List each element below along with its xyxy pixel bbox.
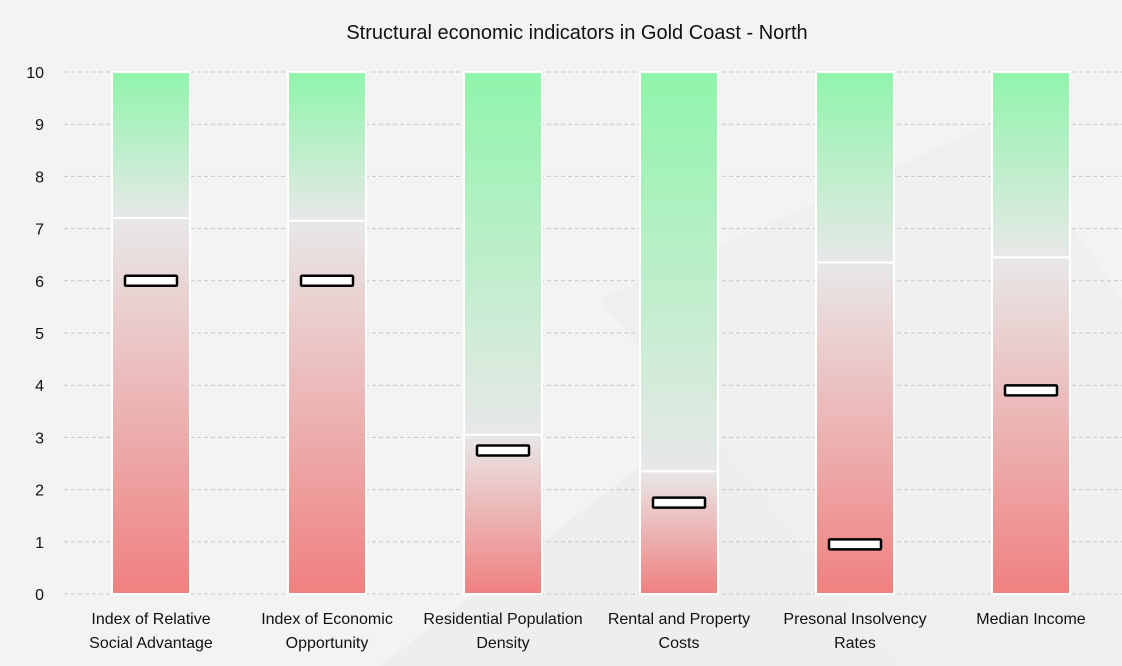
x-tick-label: Rental and Property [608,611,750,628]
bar [111,71,191,595]
x-tick-label: Opportunity [286,635,369,652]
x-tick-label: Median Income [976,611,1085,628]
bar-outline [463,71,543,595]
bar-upper-segment [992,72,1070,258]
x-tick-label: Index of Relative [91,611,210,628]
bar [815,71,895,595]
value-marker [123,274,179,288]
bar-lower-segment [640,471,718,594]
x-tick-label: Density [476,635,529,652]
bar-lower-segment [112,218,190,594]
bar [463,71,543,595]
bar [639,71,719,595]
y-tick-label: 5 [35,326,44,343]
bar-outline [639,71,719,595]
x-tick-label: Index of Economic [261,611,393,628]
x-tick-label: Social Advantage [89,635,213,652]
value-marker [1003,384,1059,397]
y-tick-label: 7 [35,222,44,239]
y-tick-label: 0 [35,587,44,604]
bar-outline [287,71,367,595]
y-tick-label: 10 [26,65,44,82]
bar [287,71,367,595]
y-tick-label: 4 [35,378,44,395]
y-tick-label: 1 [35,535,44,552]
x-tick-label: Residential Population [423,611,582,628]
x-tick-label: Costs [659,635,700,652]
y-tick-label: 9 [35,117,44,134]
bar-lower-segment [992,257,1070,594]
bar-upper-segment [816,72,894,263]
bar [991,71,1071,595]
bar-upper-segment [288,72,366,221]
value-marker [651,496,707,509]
y-axis-ticks: 0 1 2 3 4 5 6 7 8 9 10 [26,65,44,604]
bar-outline [815,71,895,595]
y-tick-label: 6 [35,274,44,291]
x-tick-label: Rates [834,635,876,652]
value-marker [827,538,883,551]
value-marker [475,444,531,457]
bar-outline [991,71,1071,595]
grid-lines [64,71,1122,595]
bar-upper-segment [640,72,718,472]
y-tick-label: 2 [35,483,44,500]
chart-title: Structural economic indicators in Gold C… [346,22,807,44]
value-marker [299,274,355,288]
x-tick-label: Presonal Insolvency [783,611,926,628]
bar-upper-segment [464,72,542,435]
x-axis-labels: Index of Relative Social Advantage Index o… [89,611,1086,652]
bar-outline [111,71,191,595]
markers [123,274,1059,551]
bar-upper-segment [112,72,190,219]
y-tick-label: 3 [35,430,44,447]
bar-lower-segment [464,434,542,594]
y-tick-label: 8 [35,169,44,186]
